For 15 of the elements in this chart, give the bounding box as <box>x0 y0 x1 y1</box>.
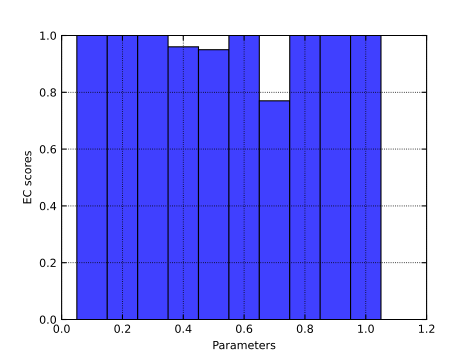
y-axis-title: EC scores <box>22 151 32 204</box>
x-tick-label: 1.0 <box>358 324 374 333</box>
x-axis-title: Parameters <box>213 341 276 350</box>
x-tick-label: 0.2 <box>114 324 130 333</box>
y-tick-label: 0.2 <box>40 258 56 268</box>
y-tick-label: 1.0 <box>40 31 56 40</box>
y-tick-label: 0.0 <box>40 315 56 324</box>
y-tick-label: 0.8 <box>40 88 56 97</box>
x-tick-label: 0.8 <box>296 324 314 333</box>
x-tick-label: 0.0 <box>54 324 70 333</box>
x-tick-label: 0.6 <box>236 324 252 333</box>
x-tick-label: 1.2 <box>418 324 434 333</box>
x-tick-label: 0.4 <box>175 324 192 333</box>
y-tick-label: 0.4 <box>40 202 56 210</box>
y-tick-label: 0.6 <box>40 145 56 154</box>
